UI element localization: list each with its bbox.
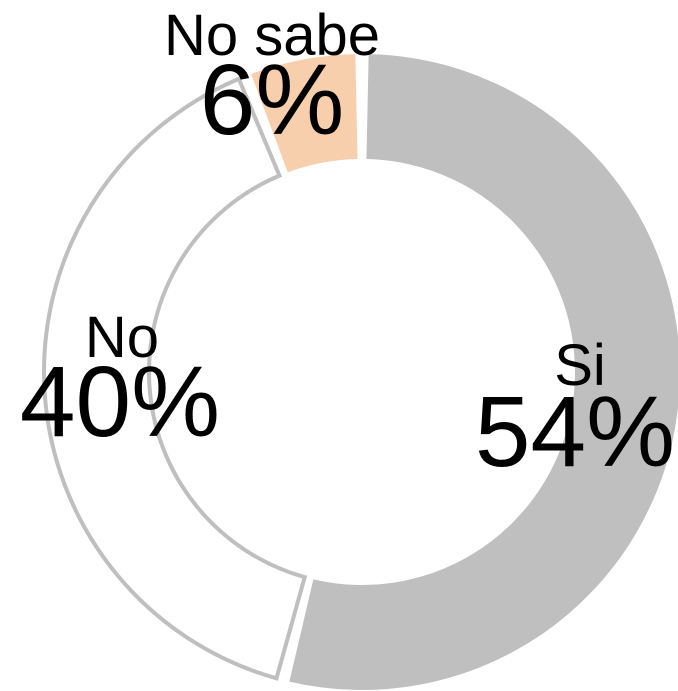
slice-label-no-sabe: No sabe 6%	[164, 3, 380, 156]
slice-label-si-percent: 54%	[475, 376, 675, 488]
donut-slices	[42, 54, 678, 690]
slice-no	[42, 76, 308, 681]
slice-label-si-name: Si	[554, 333, 606, 398]
slice-no-sabe	[251, 54, 358, 173]
slice-si	[289, 54, 678, 690]
slice-label-no-sabe-percent: 6%	[200, 44, 345, 156]
slice-label-no-name: No	[85, 305, 159, 370]
slice-label-no: No 40%	[20, 305, 220, 458]
slice-label-no-percent: 40%	[20, 346, 220, 458]
slice-label-no-sabe-name: No sabe	[164, 3, 380, 68]
slice-label-si: Si 54%	[475, 333, 675, 488]
